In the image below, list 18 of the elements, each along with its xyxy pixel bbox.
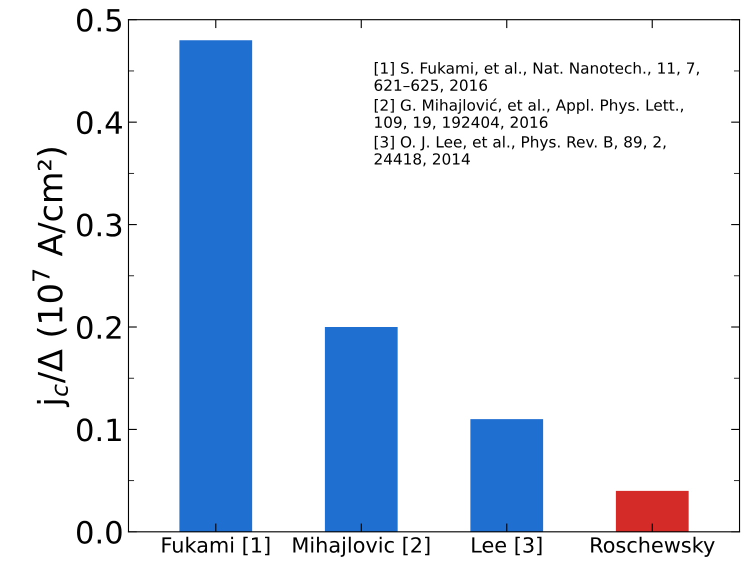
annotation: [1] S. Fukami, et al., Nat. Nanotech., 11, 7, 621–625, 2016	[374, 62, 699, 93]
y-axis-title: j$_{c}$/Δ (10$^{7}$ A/cm²)	[32, 148, 70, 408]
x-tick-label: Fukami [1]	[162, 536, 270, 556]
y-tick-label: 0.3	[77, 214, 122, 237]
annotation: [3] O. J. Lee, et al., Phys. Rev. B, 89, 2, 24418, 2014	[374, 136, 666, 166]
bar	[179, 40, 252, 532]
y-tick-label: 0.5	[77, 8, 121, 32]
x-tick-label: Lee [3]	[472, 536, 542, 556]
x-tick-label: Roschewsky	[591, 536, 715, 557]
y-tick-label: 0.4	[77, 111, 122, 134]
x-tick-label: Mihajlovic [2]	[293, 536, 430, 557]
annotation: [2] G. Mihajlović, et al., Appl. Phys. Lett., 109, 19, 192404, 2016	[374, 98, 683, 130]
bar	[616, 490, 689, 532]
y-tick-label: 0.1	[77, 418, 121, 442]
bar	[324, 327, 398, 532]
y-tick-label: 0.2	[77, 316, 121, 340]
y-tick-label: 0.0	[77, 520, 122, 544]
bar	[470, 419, 544, 532]
